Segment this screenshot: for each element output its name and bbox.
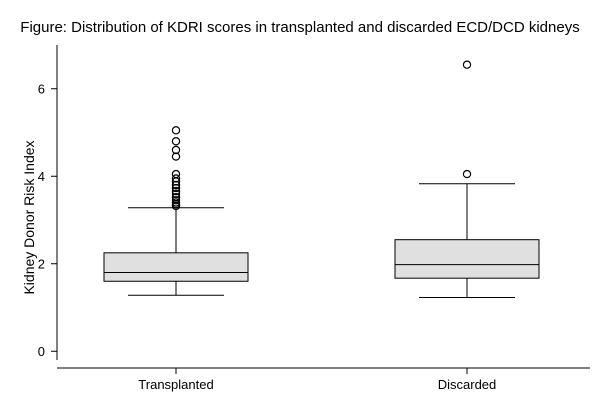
outlier-point [171,193,181,202]
outlier-point [171,126,181,135]
y-tick-label: 6 [38,81,45,96]
x-tick-label: Transplanted [138,377,213,392]
box-iqr [394,239,540,279]
outlier-point [171,183,181,193]
outlier-point [462,60,472,69]
y-axis-label: Kidney Donor Risk Index [21,140,37,294]
outlier-point [171,198,181,207]
outlier-point [171,169,181,179]
outlier-point [171,180,181,190]
outlier-point [171,174,181,183]
outlier-point [171,152,181,161]
chart-title: Figure: Distribution of KDRI scores in t… [20,19,580,36]
y-tick-label: 2 [38,256,45,271]
x-tick-label: Discarded [438,377,497,392]
outlier-point [171,186,181,196]
y-tick-label: 0 [38,344,45,359]
outlier-point [462,169,472,179]
y-tick-label: 4 [38,169,45,184]
outlier-point [171,137,181,146]
outlier-point [171,189,181,198]
box-iqr [103,252,249,282]
outlier-point [171,145,181,155]
outlier-point [171,196,181,205]
